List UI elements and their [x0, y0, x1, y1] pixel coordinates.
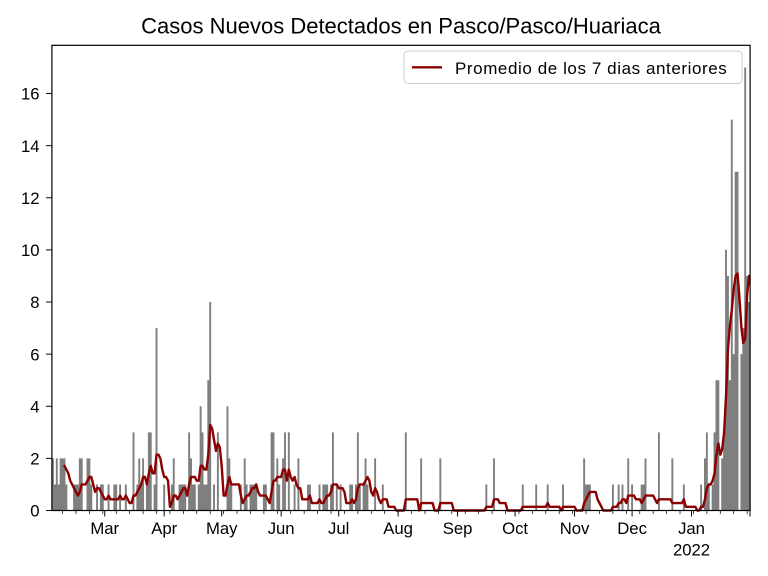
svg-text:8: 8 — [30, 293, 39, 312]
svg-text:4: 4 — [30, 397, 39, 416]
svg-text:2022: 2022 — [673, 541, 710, 560]
svg-text:16: 16 — [21, 85, 40, 104]
svg-text:14: 14 — [21, 137, 40, 156]
svg-text:Jun: Jun — [268, 519, 295, 538]
svg-text:Casos Nuevos Detectados en Pas: Casos Nuevos Detectados en Pasco/Pasco/H… — [141, 14, 661, 39]
svg-text:6: 6 — [30, 345, 39, 364]
svg-text:Jul: Jul — [328, 519, 349, 538]
svg-text:May: May — [206, 519, 238, 538]
svg-text:10: 10 — [21, 241, 40, 260]
svg-text:Nov: Nov — [560, 519, 590, 538]
svg-text:Jan: Jan — [678, 519, 705, 538]
svg-text:12: 12 — [21, 189, 40, 208]
svg-text:2: 2 — [30, 450, 39, 469]
svg-text:Aug: Aug — [383, 519, 413, 538]
svg-text:Mar: Mar — [90, 519, 119, 538]
svg-text:Promedio de los 7 dias anterio: Promedio de los 7 dias anteriores — [455, 59, 727, 78]
svg-text:Dec: Dec — [617, 519, 647, 538]
svg-text:Oct: Oct — [502, 519, 528, 538]
svg-text:0: 0 — [30, 502, 39, 521]
svg-text:Sep: Sep — [443, 519, 473, 538]
svg-text:Apr: Apr — [151, 519, 177, 538]
